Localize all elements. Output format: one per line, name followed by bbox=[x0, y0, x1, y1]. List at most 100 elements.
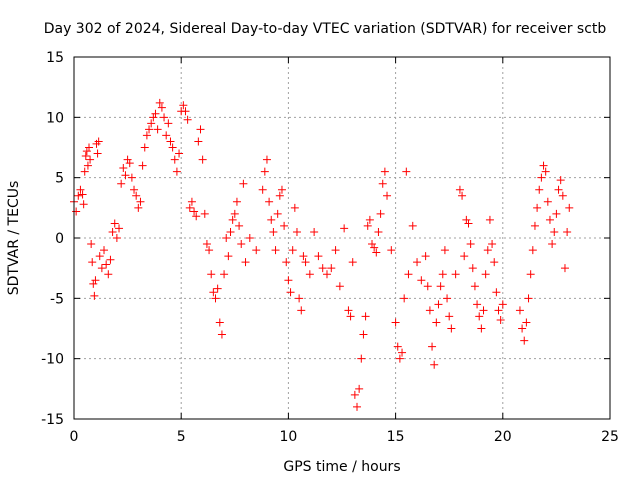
data-point bbox=[413, 258, 422, 267]
y-tick-label: -10 bbox=[41, 352, 64, 368]
data-point bbox=[81, 151, 90, 160]
data-point bbox=[277, 185, 286, 194]
data-point bbox=[455, 185, 464, 194]
data-point bbox=[93, 149, 102, 158]
x-tick-label: 25 bbox=[601, 429, 619, 445]
data-point bbox=[468, 264, 477, 273]
data-point bbox=[537, 173, 546, 182]
data-point bbox=[522, 318, 531, 327]
y-tick-label: -15 bbox=[41, 412, 64, 428]
data-point bbox=[398, 348, 407, 357]
data-point bbox=[340, 224, 349, 233]
data-point bbox=[194, 137, 203, 146]
data-point bbox=[288, 246, 297, 255]
data-point bbox=[239, 179, 248, 188]
data-point bbox=[190, 207, 199, 216]
data-point bbox=[82, 147, 91, 156]
data-point bbox=[130, 185, 139, 194]
data-point bbox=[539, 161, 548, 170]
x-tick-labels: 0 5 10 15 20 25 bbox=[70, 429, 619, 445]
data-point bbox=[213, 284, 222, 293]
data-point bbox=[78, 190, 87, 199]
data-point bbox=[134, 203, 143, 212]
data-point bbox=[237, 240, 246, 249]
data-point bbox=[142, 131, 151, 140]
y-tick-label: 5 bbox=[55, 171, 64, 187]
data-point bbox=[127, 173, 136, 182]
data-point bbox=[181, 107, 190, 116]
y-tick-label: 0 bbox=[55, 231, 64, 247]
data-point bbox=[192, 212, 201, 221]
y-tick-label: 10 bbox=[46, 110, 64, 126]
data-point bbox=[305, 270, 314, 279]
data-point bbox=[94, 137, 103, 146]
data-point bbox=[72, 207, 81, 216]
data-point bbox=[473, 300, 482, 309]
data-point bbox=[432, 318, 441, 327]
x-tick-label: 10 bbox=[279, 429, 297, 445]
data-point bbox=[370, 243, 379, 252]
data-point bbox=[417, 276, 426, 285]
data-point bbox=[282, 258, 291, 267]
data-point bbox=[301, 258, 310, 267]
data-point bbox=[104, 270, 113, 279]
data-point bbox=[108, 227, 117, 236]
data-point bbox=[460, 252, 469, 261]
data-point bbox=[80, 167, 89, 176]
data-point bbox=[361, 312, 370, 321]
data-point bbox=[335, 282, 344, 291]
data-point bbox=[155, 98, 164, 107]
data-point bbox=[235, 221, 244, 230]
data-point bbox=[121, 171, 130, 180]
data-point bbox=[157, 103, 166, 112]
data-point bbox=[479, 306, 488, 315]
data-point bbox=[353, 402, 362, 411]
data-point bbox=[565, 203, 574, 212]
data-point bbox=[273, 209, 282, 218]
data-point bbox=[391, 318, 400, 327]
data-point bbox=[318, 264, 327, 273]
data-point bbox=[400, 294, 409, 303]
data-point bbox=[344, 306, 353, 315]
y-axis-label: SDTVAR / TECUs bbox=[6, 181, 22, 296]
data-point bbox=[160, 113, 169, 122]
data-point bbox=[348, 258, 357, 267]
data-point bbox=[443, 294, 452, 303]
data-point bbox=[376, 209, 385, 218]
data-point bbox=[428, 342, 437, 351]
data-point bbox=[290, 203, 299, 212]
data-point bbox=[252, 246, 261, 255]
data-point bbox=[314, 252, 323, 261]
data-point bbox=[310, 227, 319, 236]
data-point bbox=[548, 240, 557, 249]
data-point bbox=[494, 306, 503, 315]
data-point bbox=[166, 137, 175, 146]
data-point bbox=[423, 282, 432, 291]
data-point bbox=[445, 312, 454, 321]
data-point bbox=[447, 324, 456, 333]
data-point bbox=[151, 109, 160, 118]
data-point bbox=[327, 264, 336, 273]
data-point bbox=[535, 185, 544, 194]
data-point bbox=[172, 167, 181, 176]
data-point bbox=[100, 246, 109, 255]
data-point bbox=[95, 252, 104, 261]
data-point bbox=[83, 161, 92, 170]
data-point bbox=[481, 270, 490, 279]
data-point bbox=[88, 258, 97, 267]
data-point bbox=[440, 246, 449, 255]
data-point bbox=[76, 185, 85, 194]
data-point bbox=[232, 197, 241, 206]
data-point bbox=[202, 240, 211, 249]
data-point bbox=[488, 240, 497, 249]
data-point bbox=[119, 164, 128, 173]
data-point bbox=[260, 167, 269, 176]
data-point bbox=[404, 270, 413, 279]
data-point bbox=[215, 318, 224, 327]
data-point bbox=[530, 221, 539, 230]
data-point bbox=[147, 119, 156, 128]
data-point bbox=[526, 270, 535, 279]
data-point bbox=[462, 215, 471, 224]
data-point bbox=[374, 227, 383, 236]
